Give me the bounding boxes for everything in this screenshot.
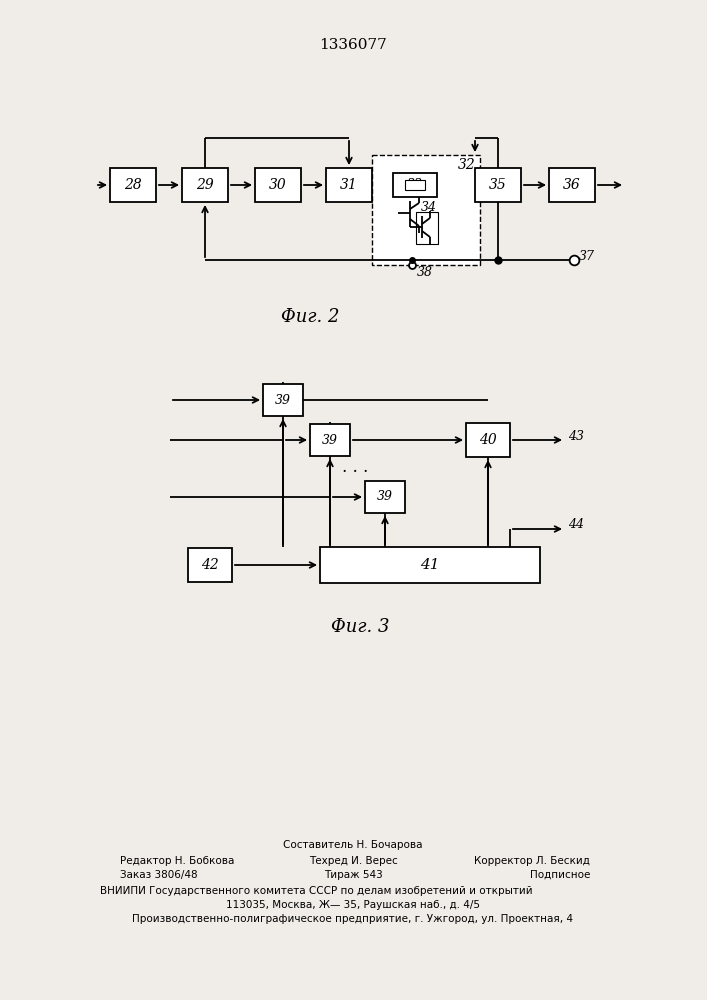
Bar [416, 212, 438, 244]
Bar [549, 168, 595, 202]
Text: ВНИИПИ Государственного комитета СССР по делам изобретений и открытий: ВНИИПИ Государственного комитета СССР по… [100, 886, 532, 896]
Text: 38: 38 [417, 266, 433, 279]
Bar [310, 424, 350, 456]
Text: 29: 29 [196, 178, 214, 192]
Text: 39: 39 [275, 393, 291, 406]
Text: 37: 37 [579, 249, 595, 262]
Text: 36: 36 [563, 178, 581, 192]
Text: 44: 44 [568, 518, 584, 532]
Text: 42: 42 [201, 558, 219, 572]
Bar [393, 173, 437, 197]
Bar [182, 168, 228, 202]
Text: . . .: . . . [342, 460, 368, 477]
Text: 113035, Москва, Ж— 35, Раушская наб., д. 4/5: 113035, Москва, Ж— 35, Раушская наб., д.… [226, 900, 480, 910]
Bar [372, 155, 480, 265]
Bar [188, 548, 232, 582]
Text: Тираж 543: Тираж 543 [324, 870, 382, 880]
Bar [110, 168, 156, 202]
Text: Составитель Н. Бочарова: Составитель Н. Бочарова [284, 840, 423, 850]
Text: 1336077: 1336077 [319, 38, 387, 52]
Text: Редактор Н. Бобкова: Редактор Н. Бобкова [120, 856, 235, 866]
Bar [255, 168, 301, 202]
Text: 28: 28 [124, 178, 142, 192]
Bar [475, 168, 521, 202]
Text: 39: 39 [322, 434, 338, 446]
Bar [405, 180, 425, 190]
Text: 34: 34 [421, 201, 437, 214]
Bar [466, 423, 510, 457]
Text: 35: 35 [489, 178, 507, 192]
Bar [365, 481, 405, 513]
Text: 43: 43 [568, 430, 584, 442]
Text: Подписное: Подписное [530, 870, 590, 880]
Text: 39: 39 [377, 490, 393, 504]
Text: 31: 31 [340, 178, 358, 192]
Text: Корректор Л. Бескид: Корректор Л. Бескид [474, 856, 590, 866]
Bar [263, 384, 303, 416]
Text: Заказ 3806/48: Заказ 3806/48 [120, 870, 198, 880]
Bar [326, 168, 372, 202]
Text: 30: 30 [269, 178, 287, 192]
Bar [320, 547, 540, 583]
Text: Техред И. Верес: Техред И. Верес [309, 856, 397, 866]
Text: Производственно-полиграфическое предприятие, г. Ужгород, ул. Проектная, 4: Производственно-полиграфическое предприя… [132, 914, 573, 924]
Text: Φиг. 2: Φиг. 2 [281, 308, 339, 326]
Text: 40: 40 [479, 433, 497, 447]
Text: 41: 41 [420, 558, 440, 572]
Text: 33: 33 [407, 178, 423, 192]
Text: 32: 32 [458, 158, 476, 172]
Text: Φиг. 3: Φиг. 3 [331, 618, 390, 636]
